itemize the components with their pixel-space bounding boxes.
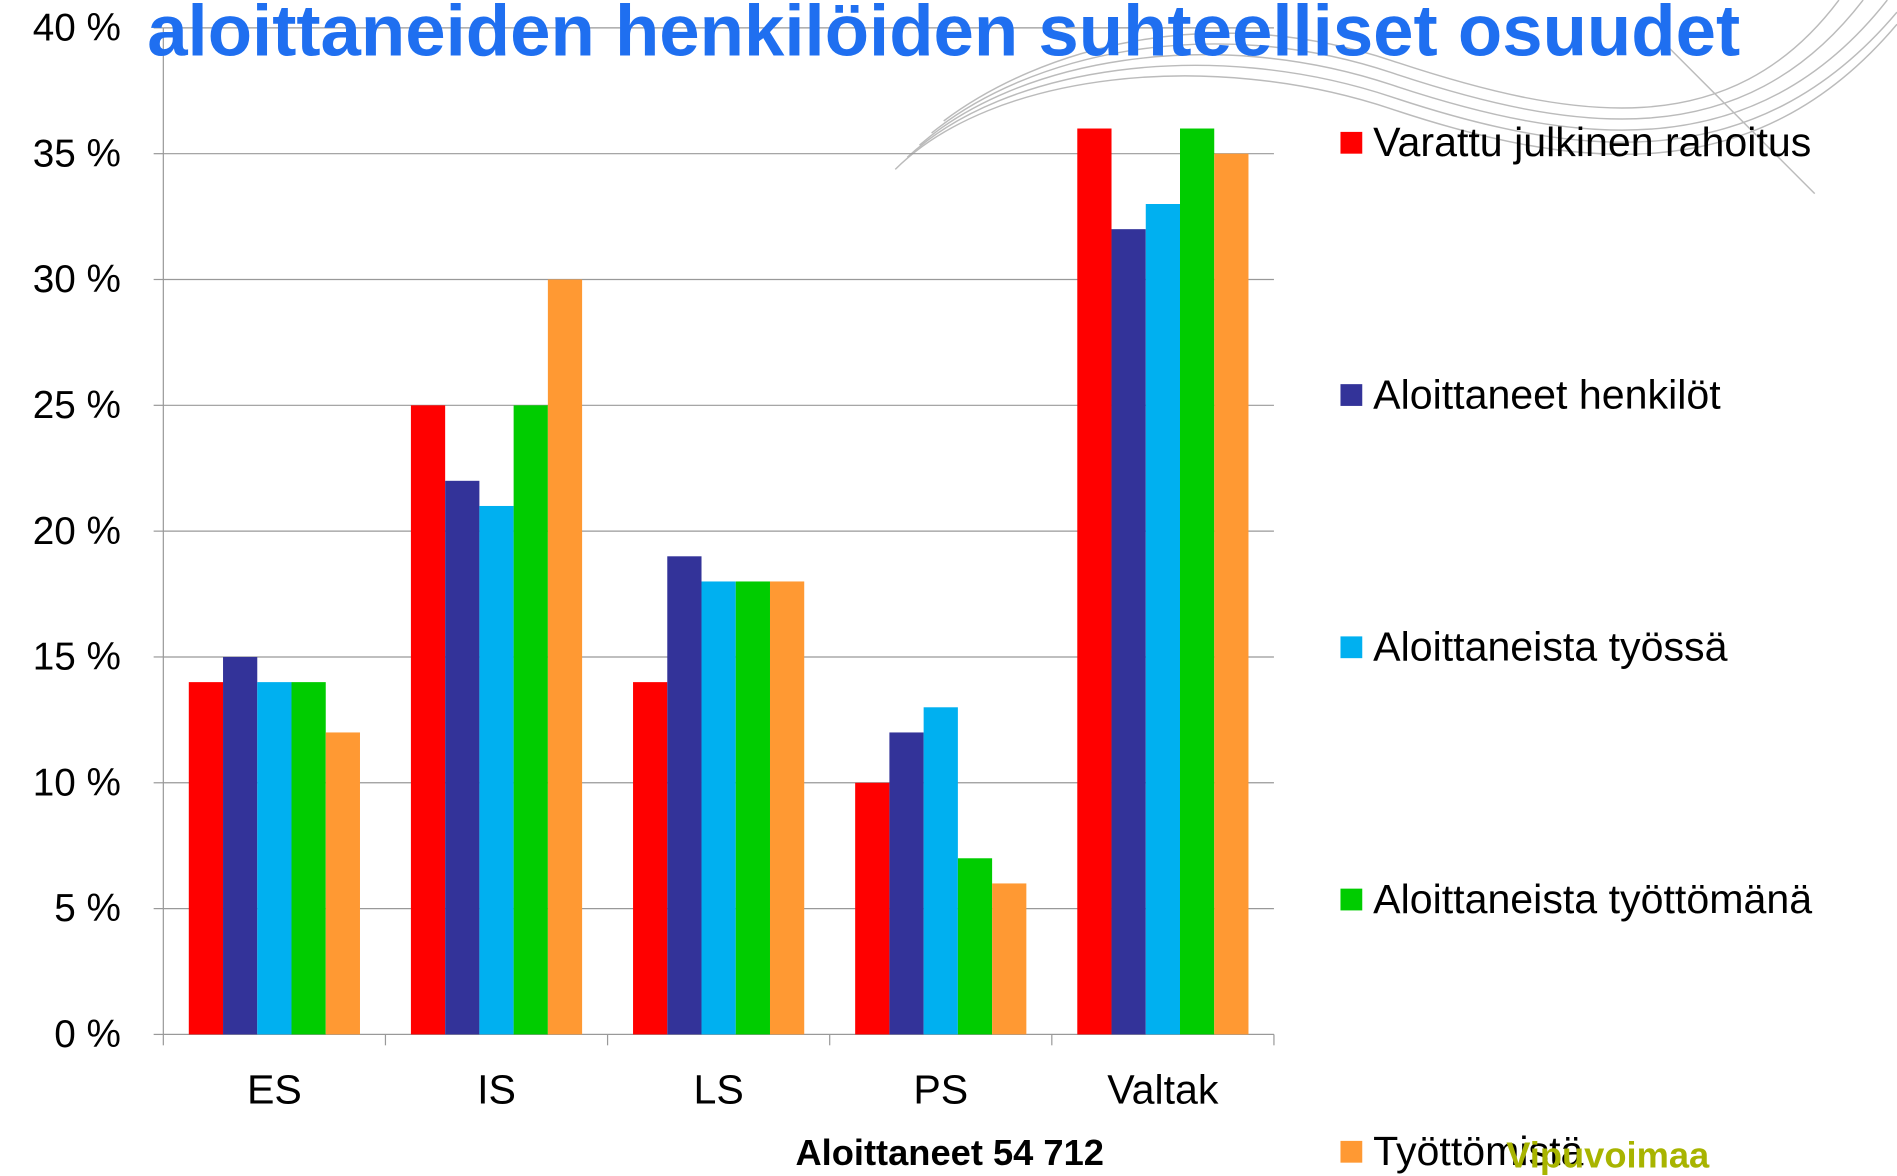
bar — [1214, 153, 1249, 1035]
chart-title: aloittaneiden henkilöiden suhteelliset o… — [147, 0, 1740, 71]
bar — [701, 581, 736, 1035]
x-tick-label: IS — [477, 1066, 516, 1112]
bar — [1145, 204, 1180, 1035]
y-tick-label: 5 % — [54, 887, 121, 930]
bar — [889, 732, 924, 1035]
bar — [1179, 128, 1215, 1035]
bar — [445, 480, 480, 1035]
legend-label: Aloittaneista työttömänä — [1373, 876, 1812, 922]
y-tick-label: 30 % — [33, 258, 121, 301]
bar — [547, 279, 583, 1035]
legend-swatch — [1340, 384, 1363, 406]
bar — [855, 782, 890, 1035]
logo: Vipuvoimaa — [1506, 1134, 1710, 1175]
y-tick-label: 0 % — [54, 1013, 121, 1056]
bar — [1111, 229, 1146, 1035]
y-tick-label: 20 % — [33, 510, 121, 553]
x-tick-label: PS — [913, 1066, 968, 1112]
bar — [291, 682, 326, 1035]
bar — [188, 682, 224, 1035]
bar — [735, 581, 770, 1035]
y-tick-label: 35 % — [33, 132, 121, 175]
bar — [257, 682, 292, 1035]
legend-swatch — [1340, 636, 1363, 659]
bar — [992, 883, 1027, 1035]
bar — [1077, 128, 1112, 1035]
bar — [769, 581, 805, 1035]
y-tick-label: 10 % — [33, 761, 121, 804]
bar — [667, 556, 702, 1035]
bar — [479, 505, 514, 1035]
bar — [633, 682, 668, 1035]
legend-label: Varattu julkinen rahoitus — [1373, 119, 1811, 165]
bar — [923, 707, 958, 1035]
legend-swatch — [1340, 1140, 1363, 1163]
legend-swatch — [1340, 888, 1363, 911]
bar — [410, 405, 446, 1035]
legend-label: Aloittaneet henkilöt — [1373, 371, 1721, 417]
legend-label: Aloittaneista työssä — [1373, 624, 1727, 670]
bar — [325, 732, 360, 1035]
y-tick-label: 15 % — [33, 636, 121, 679]
x-axis-label: Aloittaneet 54 712 — [795, 1132, 1104, 1173]
y-tick-label: 40 % — [33, 6, 121, 49]
x-tick-label: LS — [693, 1066, 743, 1112]
y-tick-label: 25 % — [33, 384, 121, 427]
bar — [223, 656, 258, 1035]
legend-label: Työttömistä — [1373, 1128, 1583, 1174]
background-ribbon — [894, 0, 1897, 195]
bar — [513, 405, 548, 1035]
x-tick-label: ES — [247, 1066, 302, 1112]
bar — [957, 858, 993, 1035]
x-tick-label: Valtak — [1107, 1066, 1219, 1112]
legend-swatch — [1340, 131, 1363, 154]
